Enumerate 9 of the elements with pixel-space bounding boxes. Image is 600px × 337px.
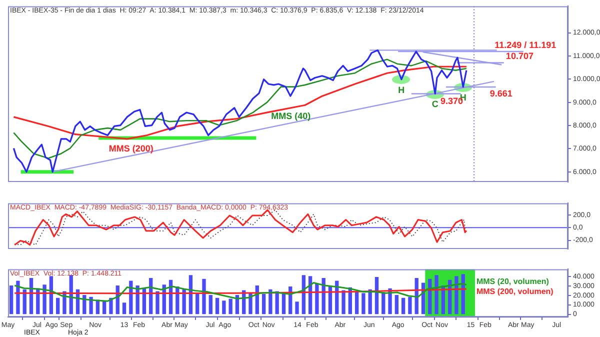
annotation: 11.249 / 11.191 bbox=[494, 40, 556, 50]
annotation: 10.707 bbox=[506, 51, 534, 62]
annotation: H bbox=[398, 84, 405, 95]
annotation: MMS (40) bbox=[271, 110, 311, 121]
annotation: 9.661 bbox=[490, 88, 512, 98]
annotation: MMS (200) bbox=[108, 143, 154, 154]
annotation: MMS (20, volumen) bbox=[476, 277, 550, 286]
annotation: MMS (200, volumen) bbox=[476, 287, 554, 296]
annotation: C bbox=[432, 99, 439, 110]
